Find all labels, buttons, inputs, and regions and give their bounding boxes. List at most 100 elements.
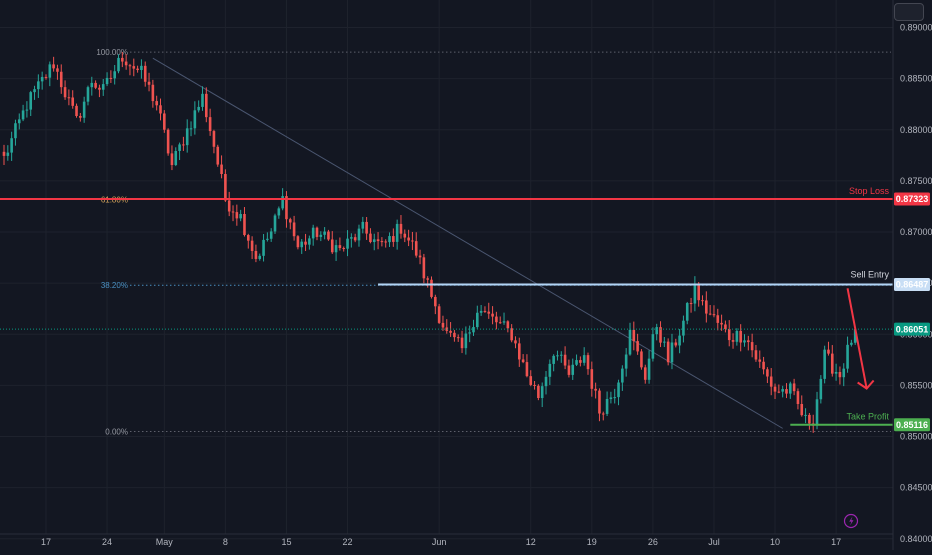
candle-body <box>632 329 636 342</box>
candle-body <box>590 369 594 389</box>
candle-body <box>29 92 33 110</box>
candle-body <box>338 245 342 249</box>
candle-body <box>712 314 716 316</box>
candle-body <box>143 65 147 82</box>
candle-body <box>334 245 338 253</box>
candle-body <box>724 324 727 330</box>
candle-body <box>571 364 575 375</box>
candle-body <box>315 227 319 237</box>
time-tick-label: 12 <box>526 537 536 547</box>
candle-body <box>220 164 223 175</box>
candle-body <box>510 328 513 341</box>
candle-body <box>479 310 483 313</box>
candle-body <box>735 330 739 342</box>
candle-body <box>567 365 571 375</box>
candle-body <box>434 296 437 307</box>
candle-body <box>376 239 380 242</box>
candle-body <box>353 237 357 241</box>
candle-body <box>750 342 754 351</box>
candle-body <box>224 174 227 201</box>
trade-levels[interactable]: Stop Loss Sell Entry Take Profit <box>0 186 893 426</box>
candle-body <box>105 77 109 85</box>
candle-body <box>182 144 185 146</box>
candle-body <box>739 330 742 343</box>
candle-body <box>769 376 773 387</box>
candle-body <box>426 278 429 280</box>
candle-body <box>346 238 349 249</box>
candle-body <box>693 284 697 304</box>
candle-body <box>395 223 399 242</box>
candle-body <box>246 235 250 241</box>
candle-body <box>350 237 353 239</box>
chart-settings-button[interactable] <box>894 3 924 21</box>
time-axis[interactable]: 17 24 May 8 15 22 Jun 12 19 26 Jul 10 17 <box>0 533 893 547</box>
take-profit-price-tag: 0.85116 <box>896 420 928 430</box>
candle-body <box>159 105 162 114</box>
candle-body <box>758 359 762 362</box>
candle-body <box>529 376 533 385</box>
candle-body <box>285 196 288 220</box>
price-tick-label: 0.88000 <box>900 125 932 135</box>
candle-body <box>678 335 681 346</box>
candle-body <box>731 340 735 342</box>
candle-body <box>853 329 857 343</box>
lightning-icon[interactable] <box>843 513 859 529</box>
candle-body <box>6 152 10 156</box>
stop-loss-price-tag: 0.87323 <box>896 194 929 204</box>
candle-body <box>140 65 143 71</box>
candle-body <box>472 327 475 333</box>
candle-body <box>250 240 254 251</box>
price-tick-label: 0.89000 <box>900 23 932 33</box>
candle-body <box>262 239 265 256</box>
candle-body <box>67 97 71 99</box>
price-tick-label: 0.85000 <box>900 432 932 442</box>
candle-body <box>90 82 94 88</box>
candle-body <box>361 221 365 229</box>
candle-body <box>598 390 601 414</box>
candle-body <box>502 321 506 323</box>
candle-body <box>682 320 685 336</box>
time-tick-label: 24 <box>102 537 112 547</box>
time-tick-label: 26 <box>648 537 658 547</box>
candle-body <box>86 87 90 102</box>
candle-body <box>727 329 731 341</box>
fib-level-label: 100.00% <box>96 48 128 57</box>
candle-body <box>189 128 193 130</box>
diagonal-trendline[interactable] <box>152 57 783 429</box>
candle-body <box>453 332 456 338</box>
sell-arrow-head[interactable] <box>857 379 875 390</box>
candle-body <box>113 71 116 79</box>
candle-body <box>407 237 410 241</box>
candle-body <box>216 146 220 165</box>
candle-body <box>540 386 544 399</box>
price-tags: 0.87323 0.86487 0.86051 0.85116 <box>894 192 930 432</box>
candle-body <box>327 231 330 240</box>
candle-body <box>418 255 422 258</box>
candle-body <box>445 327 449 331</box>
time-tick-label: 19 <box>587 537 597 547</box>
price-tick-label: 0.87500 <box>900 176 932 186</box>
candle-body <box>624 354 628 369</box>
time-tick-label: 17 <box>831 537 841 547</box>
candle-body <box>605 398 609 414</box>
sell-arrow-shaft[interactable] <box>846 288 868 389</box>
candle-body <box>563 354 567 366</box>
trendline[interactable] <box>152 57 783 429</box>
candle-body <box>498 322 502 324</box>
candle-body <box>468 332 471 334</box>
candle-body <box>75 105 78 117</box>
candle-body <box>777 391 781 393</box>
sell-entry-price-tag-bg <box>894 278 930 292</box>
candle-body <box>342 248 346 250</box>
candle-body <box>556 355 559 357</box>
candle-body <box>52 64 55 69</box>
time-tick-label: 10 <box>770 537 780 547</box>
candle-body <box>559 354 563 356</box>
candle-body <box>239 213 242 219</box>
candle-body <box>792 383 796 392</box>
candle-body <box>785 389 788 394</box>
take-profit-label: Take Profit <box>846 412 889 422</box>
candle-body <box>56 68 59 72</box>
